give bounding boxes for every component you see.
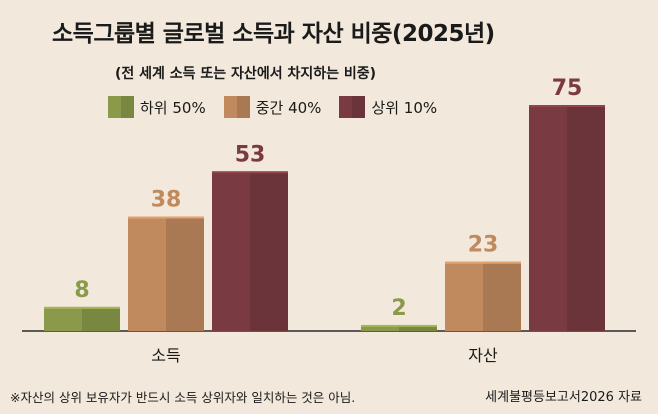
value-label-bottom50-0: 8 xyxy=(74,278,89,303)
bar-top10-0 xyxy=(212,171,288,331)
chart-subtitle: (전 세계 소득 또는 자산에서 차지하는 비중) xyxy=(115,66,377,82)
legend-label-middle40: 중간 40% xyxy=(255,98,322,117)
value-label-middle40-1: 23 xyxy=(468,233,499,258)
bar-middle40-1 xyxy=(445,261,521,331)
source-note: 세계불평등보고서2026 자료 xyxy=(485,390,642,405)
category-label-0: 소득 xyxy=(151,346,180,365)
bar-bottom50-0 xyxy=(44,306,120,331)
value-label-top10-0: 53 xyxy=(235,142,266,167)
legend-item-bottom50: 하위 50% xyxy=(108,96,206,118)
value-label-middle40-0: 38 xyxy=(151,188,182,213)
category-label-1: 자산 xyxy=(468,346,498,365)
legend-label-bottom50: 하위 50% xyxy=(140,98,206,117)
legend-swatch-top10 xyxy=(339,96,366,118)
bar-middle40-0 xyxy=(128,216,204,331)
legend-label-top10: 상위 10% xyxy=(371,98,438,117)
bar-bottom50-1 xyxy=(361,324,437,331)
footnote: ※자산의 상위 보유자가 반드시 소득 상위자와 일치하는 것은 아님. xyxy=(10,390,356,405)
legend-swatch-middle40 xyxy=(223,96,250,118)
legend-item-middle40: 중간 40% xyxy=(223,96,322,118)
bar-top10-1 xyxy=(529,105,605,331)
value-label-top10-1: 75 xyxy=(552,76,583,101)
value-label-bottom50-1: 2 xyxy=(391,296,406,321)
legend-swatch-bottom50 xyxy=(108,96,134,118)
legend: 하위 50% 중간 40% 상위 10% xyxy=(108,96,437,118)
chart-title: 소득그룹별 글로벌 소득과 자산 비중(2025년) xyxy=(52,21,495,47)
legend-item-top10: 상위 10% xyxy=(339,96,437,118)
